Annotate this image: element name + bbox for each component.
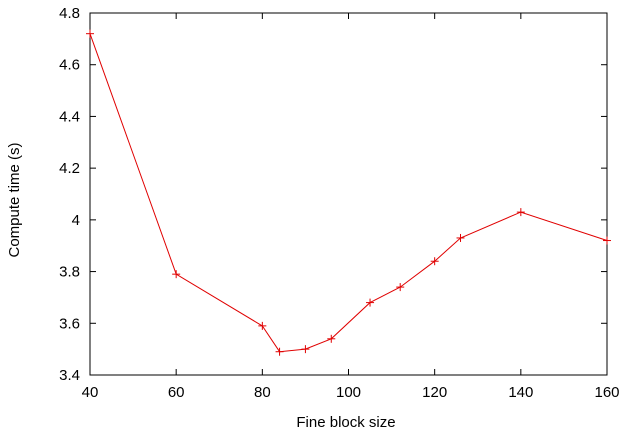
plot-frame bbox=[89, 12, 608, 376]
data-point-marker bbox=[258, 321, 267, 330]
y-tick-label: 3.6 bbox=[59, 315, 80, 332]
x-tick-label: 100 bbox=[336, 384, 361, 401]
data-point-marker bbox=[172, 270, 181, 279]
x-axis-label: Fine block size bbox=[296, 414, 395, 431]
x-tick-label: 40 bbox=[82, 384, 99, 401]
y-tick-label: 4.6 bbox=[59, 57, 80, 74]
y-tick-label: 4.2 bbox=[59, 160, 80, 177]
y-tick-label: 3.8 bbox=[59, 264, 80, 281]
y-tick-label: 4 bbox=[72, 212, 80, 229]
data-point-marker bbox=[456, 233, 465, 242]
x-tick-labels: 40 60 80 100 120 140 160 bbox=[82, 384, 620, 401]
y-tick-labels: 3.4 3.6 3.8 4 4.2 4.4 4.6 4.8 bbox=[59, 5, 80, 384]
data-point-marker bbox=[430, 257, 439, 266]
y-tick-label: 4.4 bbox=[59, 108, 80, 125]
x-tick-label: 140 bbox=[508, 384, 533, 401]
x-tick-label: 80 bbox=[254, 384, 271, 401]
y-tick-label: 4.8 bbox=[59, 5, 80, 22]
data-point-marker bbox=[516, 208, 525, 217]
x-tick-label: 60 bbox=[168, 384, 185, 401]
data-point-marker bbox=[86, 29, 94, 38]
y-axis-label: Compute time (s) bbox=[6, 142, 23, 257]
data-point-marker bbox=[603, 236, 611, 245]
data-point-marker bbox=[301, 345, 310, 354]
x-tick-label: 120 bbox=[422, 384, 447, 401]
series-layer bbox=[86, 29, 611, 356]
axis-ticks bbox=[89, 12, 608, 376]
data-point-marker bbox=[327, 334, 336, 343]
series-line bbox=[89, 33, 608, 353]
x-tick-label: 160 bbox=[594, 384, 619, 401]
data-point-marker bbox=[275, 347, 284, 356]
y-tick-label: 3.4 bbox=[59, 367, 80, 384]
data-point-marker bbox=[396, 283, 405, 292]
data-point-marker bbox=[366, 298, 375, 307]
